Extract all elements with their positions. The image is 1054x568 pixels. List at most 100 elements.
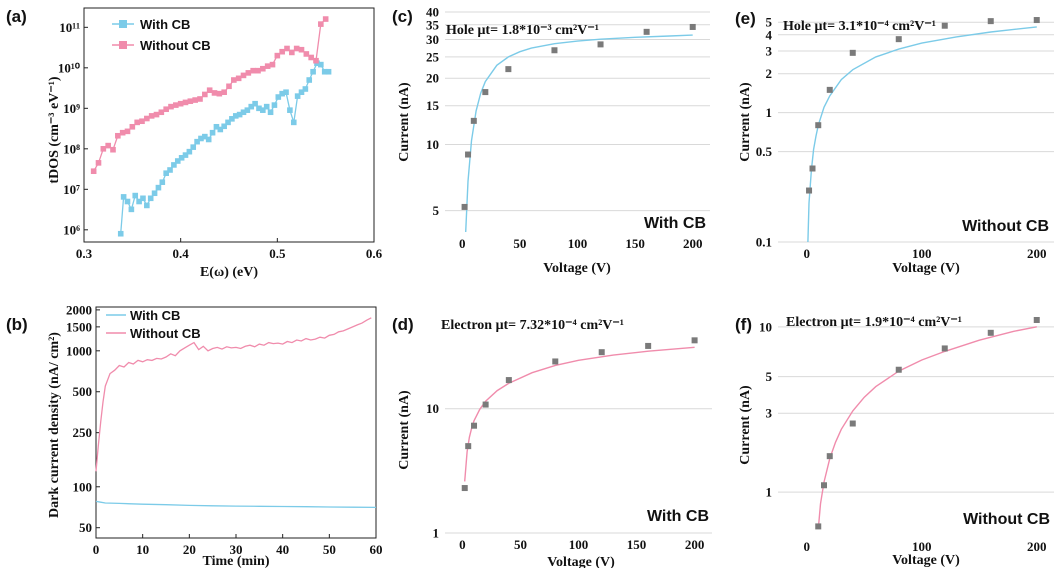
data-point-without-cb-a-24 bbox=[206, 87, 213, 94]
data-point-without-cb-a-9 bbox=[134, 119, 140, 126]
y-tick-label-b-1: 100 bbox=[73, 479, 93, 494]
data-point-with-cb-a-33 bbox=[244, 107, 251, 113]
data-point-with-cb-a-6 bbox=[140, 195, 146, 202]
series-line-with-cb-b bbox=[95, 500, 377, 509]
data-point-with-cb-a-26 bbox=[217, 126, 224, 133]
x-tick-label-a-2: 0.5 bbox=[269, 246, 286, 261]
x-tick-label-b-0: 0 bbox=[93, 542, 100, 557]
data-point-with-cb-a-30 bbox=[232, 113, 239, 119]
y-tick-label-a-1: 10⁷ bbox=[63, 182, 80, 197]
data-point-without-cb-a-44 bbox=[303, 51, 310, 57]
plot-a: 10⁶ 10⁷ 10⁸ 10⁹ 10¹⁰ 10¹¹ 0.3 0.4 0.5 0.6 bbox=[58, 7, 383, 261]
data-point-with-cb-a-12 bbox=[163, 170, 169, 176]
data-point-f-3 bbox=[849, 420, 856, 427]
data-point-with-cb-a-35 bbox=[252, 100, 258, 107]
data-point-without-cb-a-26 bbox=[216, 90, 223, 97]
x-tick-label-d-3: 150 bbox=[627, 537, 647, 552]
fit-curve-d bbox=[464, 346, 695, 482]
x-tick-label-b-2: 20 bbox=[183, 542, 196, 557]
x-tick-label-c-0: 0 bbox=[459, 236, 466, 251]
data-point-d-4 bbox=[505, 377, 512, 384]
data-point-without-cb-a-4 bbox=[110, 146, 116, 153]
data-point-with-cb-a-32 bbox=[240, 109, 247, 116]
data-point-with-cb-a-5 bbox=[136, 198, 142, 205]
data-point-without-cb-a-16 bbox=[168, 103, 174, 110]
fit-curve-c bbox=[465, 34, 693, 233]
data-point-without-cb-a-43 bbox=[298, 46, 305, 53]
data-point-with-cb-a-49 bbox=[306, 77, 313, 83]
x-tick-label-d-0: 0 bbox=[459, 537, 466, 552]
x-tick-label-c-1: 50 bbox=[513, 236, 526, 251]
data-point-with-cb-a-28 bbox=[225, 119, 231, 126]
data-point-with-cb-a-27 bbox=[221, 123, 227, 130]
data-point-with-cb-a-24 bbox=[209, 129, 216, 136]
data-point-without-cb-a-25 bbox=[211, 90, 218, 96]
corner-label-e: Without CB bbox=[962, 218, 1049, 235]
data-point-d-5 bbox=[552, 358, 559, 365]
y-tick-label-e-6: 5 bbox=[766, 15, 773, 30]
data-point-with-cb-a-46 bbox=[294, 93, 301, 99]
data-point-c-0 bbox=[461, 203, 468, 210]
panel-a: (a) 10⁶ 10⁷ 10⁸ 10⁹ 10¹⁰ 10¹¹ 0.3 0.4 0.5 0.6 E(ω… bbox=[6, 7, 383, 280]
y-axis-label-b: Dark current density (nA/ cm²) bbox=[47, 332, 62, 518]
data-point-with-cb-a-34 bbox=[248, 103, 255, 110]
x-tick-label-c-2: 100 bbox=[568, 236, 588, 251]
data-point-with-cb-a-0 bbox=[117, 230, 124, 237]
x-tick-label-f-2: 200 bbox=[1027, 539, 1047, 554]
x-axis-label-e: Voltage (V) bbox=[892, 261, 960, 276]
legend-label-without-cb-b: Without CB bbox=[130, 326, 201, 341]
legend-label-with-cb-b: With CB bbox=[130, 308, 180, 323]
data-point-without-cb-a-46 bbox=[313, 57, 319, 64]
data-point-with-cb-a-52 bbox=[318, 61, 324, 68]
data-point-without-cb-a-27 bbox=[221, 89, 227, 96]
fit-curve-f bbox=[817, 326, 1037, 529]
data-point-without-cb-a-48 bbox=[322, 16, 329, 22]
x-tick-label-a-3: 0.6 bbox=[366, 246, 383, 261]
data-point-d-7 bbox=[645, 342, 652, 349]
data-point-without-cb-a-39 bbox=[279, 48, 285, 55]
series-line-with-cb-a bbox=[120, 62, 329, 234]
panel-label-d: (d) bbox=[392, 315, 414, 334]
y-tick-label-f-2: 5 bbox=[766, 369, 773, 384]
x-tick-label-d-2: 100 bbox=[569, 537, 589, 552]
series-line-without-cb-b bbox=[95, 317, 372, 472]
data-point-with-cb-a-4 bbox=[132, 192, 139, 199]
y-tick-label-b-3: 500 bbox=[73, 384, 93, 399]
data-point-with-cb-a-53 bbox=[321, 68, 328, 75]
panel-label-c: (c) bbox=[392, 7, 413, 26]
y-tick-label-c-5: 30 bbox=[426, 32, 439, 47]
data-point-with-cb-a-29 bbox=[229, 116, 235, 122]
y-tick-label-b-4: 1000 bbox=[66, 343, 92, 358]
y-tick-label-c-6: 35 bbox=[426, 17, 440, 32]
y-tick-label-a-4: 10¹⁰ bbox=[58, 60, 81, 75]
data-point-with-cb-a-20 bbox=[194, 138, 200, 145]
y-tick-label-e-4: 3 bbox=[766, 43, 773, 58]
y-tick-label-f-3: 10 bbox=[759, 319, 772, 334]
data-point-f-7 bbox=[1033, 316, 1040, 323]
x-tick-label-a-1: 0.4 bbox=[173, 246, 190, 261]
annotation-f: Electron μt= 1.9*10⁻⁴ cm²V⁻¹ bbox=[786, 315, 962, 330]
data-point-with-cb-a-14 bbox=[171, 162, 177, 168]
data-point-without-cb-a-15 bbox=[163, 106, 169, 113]
data-point-f-4 bbox=[895, 366, 902, 373]
y-tick-label-b-5: 1500 bbox=[66, 319, 92, 334]
data-point-without-cb-a-31 bbox=[240, 72, 247, 79]
y-tick-label-c-2: 15 bbox=[426, 98, 440, 113]
data-point-c-3 bbox=[482, 89, 489, 96]
data-point-without-cb-a-32 bbox=[245, 70, 252, 76]
legend-label-without-cb-a: Without CB bbox=[140, 38, 211, 53]
y-tick-label-a-0: 10⁶ bbox=[63, 222, 80, 237]
data-point-with-cb-a-23 bbox=[205, 136, 212, 143]
data-point-without-cb-a-19 bbox=[182, 99, 189, 106]
y-axis-label-f: Current (nA) bbox=[738, 385, 753, 465]
y-tick-label-a-2: 10⁸ bbox=[63, 141, 80, 156]
data-point-without-cb-a-38 bbox=[274, 52, 281, 59]
data-point-with-cb-a-15 bbox=[174, 158, 181, 164]
data-point-with-cb-a-40 bbox=[271, 102, 278, 108]
x-axis-label-a: E(ω) (eV) bbox=[200, 265, 258, 280]
data-point-d-6 bbox=[598, 349, 605, 356]
x-tick-label-e-0: 0 bbox=[804, 246, 811, 261]
